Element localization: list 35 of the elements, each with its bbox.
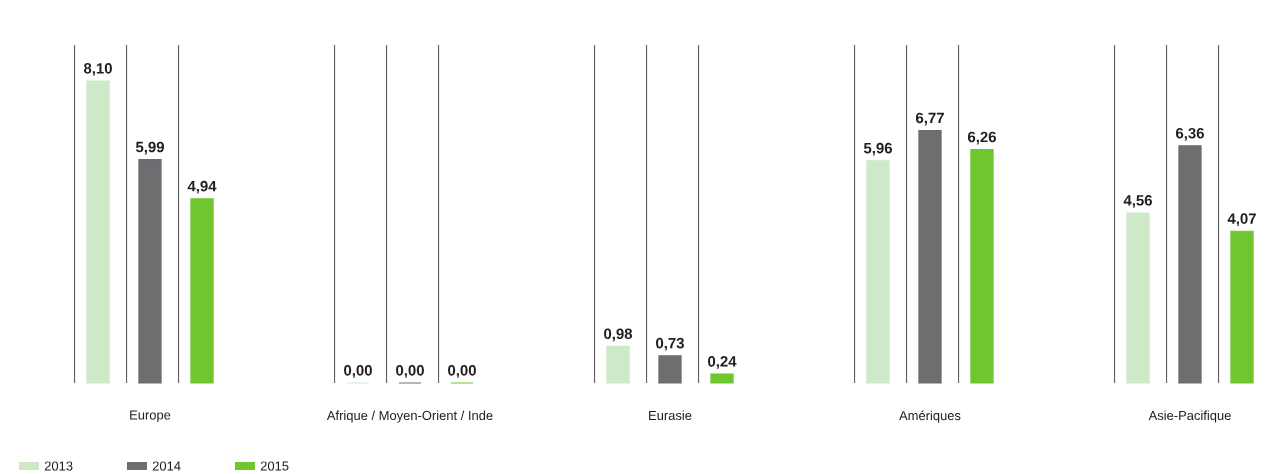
- data-label: 4,07: [1227, 213, 1256, 227]
- bar: [86, 80, 110, 384]
- data-label: 4,56: [1123, 195, 1152, 208]
- data-label: 0,00: [396, 365, 424, 378]
- data-label: 5,99: [135, 141, 164, 155]
- legend-label: 2014: [152, 461, 181, 471]
- bar: [918, 129, 942, 384]
- legend-label: 2013: [44, 461, 73, 471]
- bar: [866, 160, 890, 384]
- data-label: 0,00: [448, 365, 476, 378]
- x-tick-label: Europe: [130, 410, 171, 423]
- x-tick-label: Asie-Pacifique: [1148, 410, 1231, 423]
- data-label: 5,96: [863, 142, 892, 156]
- x-tick-label: Afrique / Moyen-Orient / Inde: [326, 410, 493, 423]
- data-label: 4,94: [187, 180, 217, 194]
- bar: [1126, 212, 1150, 384]
- bar: [1178, 145, 1202, 384]
- bar: [138, 159, 162, 384]
- bar: [606, 345, 630, 384]
- x-tick-label: Eurasie: [649, 410, 692, 421]
- bar: [1230, 230, 1254, 384]
- bar: [658, 355, 682, 384]
- data-label: 6,77: [916, 112, 944, 126]
- legend-label: 2015: [260, 461, 289, 471]
- bar: [970, 149, 994, 384]
- data-label: 0,00: [344, 365, 372, 378]
- x-tick-label: Amériques: [899, 410, 961, 423]
- data-label: 6,26: [968, 131, 996, 145]
- bar: [710, 373, 734, 384]
- data-label: 0,73: [656, 337, 684, 351]
- data-label: 8,10: [83, 63, 112, 76]
- data-label: 0,98: [604, 328, 633, 342]
- bar: [190, 198, 214, 384]
- data-label: 0,24: [708, 356, 737, 369]
- data-label: 6,36: [1176, 127, 1204, 141]
